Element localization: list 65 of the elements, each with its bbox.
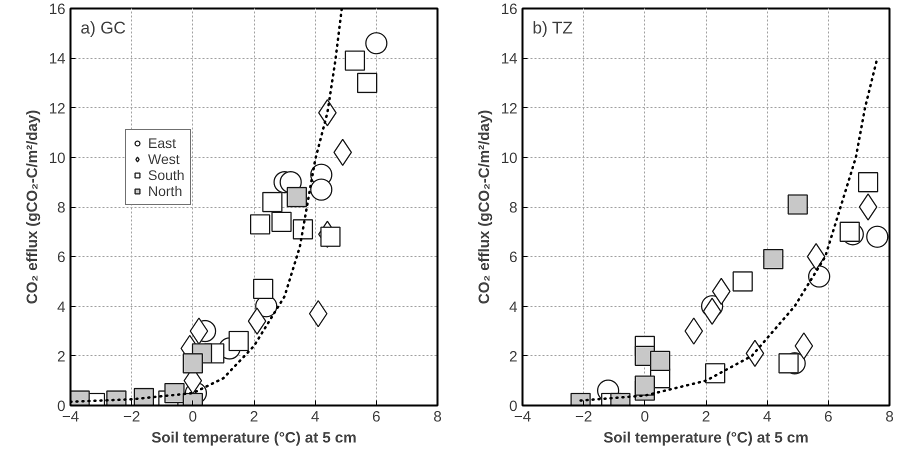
x-axis-title: Soil temperature (°C) at 5 cm	[603, 430, 809, 446]
point	[634, 376, 655, 396]
point	[253, 278, 274, 300]
y-tick-label: 16	[500, 1, 518, 18]
point	[650, 350, 670, 371]
point	[292, 219, 314, 240]
x-tick-label: 2	[702, 408, 710, 426]
x-tick-label: 8	[885, 408, 894, 426]
point	[310, 178, 332, 201]
point	[858, 172, 878, 192]
point	[344, 50, 366, 71]
y-tick-label: 14	[500, 50, 518, 68]
y-tick-label: 16	[48, 1, 66, 18]
y-tick-label: 2	[509, 348, 518, 366]
point	[250, 214, 270, 235]
x-tick-label: 4	[762, 408, 772, 426]
y-axis-title: CO₂ efflux (gCO₂-C/m²/day)	[476, 110, 493, 304]
annotation: b) TZ	[532, 18, 573, 38]
point	[866, 226, 888, 248]
y-tick-label: 4	[509, 298, 518, 316]
point	[788, 194, 808, 215]
point	[365, 32, 388, 54]
y-tick-label: 6	[509, 249, 518, 266]
point	[705, 363, 726, 384]
y-tick-label: 8	[509, 200, 518, 216]
legend-label: North	[148, 183, 182, 199]
y-tick-label: 6	[57, 249, 66, 266]
legend-label: East	[148, 135, 176, 151]
point	[808, 265, 830, 288]
point	[262, 192, 282, 212]
x-tick-label: 2	[250, 408, 258, 426]
legend-label: South	[148, 167, 185, 183]
x-tick-label: 4	[310, 408, 320, 426]
x-tick-label: 0	[640, 408, 650, 426]
y-tick-label: 2	[57, 348, 66, 366]
x-tick-label: 6	[824, 408, 833, 426]
y-tick-label: 8	[57, 200, 66, 216]
legend-label: West	[148, 151, 180, 167]
x-tick-label: 8	[433, 408, 442, 426]
point	[763, 248, 784, 270]
y-axis-title: CO₂ efflux (gCO₂-C/m²/day)	[24, 110, 41, 304]
x-axis-title: Soil temperature (°C) at 5 cm	[151, 430, 357, 446]
x-tick-label: 6	[372, 408, 381, 426]
y-tick-label: 14	[48, 50, 66, 68]
y-tick-label: 0	[57, 398, 66, 415]
x-tick-label: −2	[575, 408, 592, 426]
point	[357, 72, 378, 94]
y-tick-label: 12	[48, 100, 66, 118]
annotation: a) GC	[80, 18, 126, 38]
y-tick-label: 10	[500, 150, 518, 167]
point	[778, 353, 799, 374]
y-tick-label: 10	[48, 150, 66, 167]
point	[182, 353, 203, 374]
x-tick-label: 0	[188, 408, 198, 426]
y-tick-label: 12	[500, 100, 518, 118]
y-tick-label: 0	[509, 398, 518, 415]
point	[840, 222, 860, 242]
point	[228, 330, 249, 352]
x-tick-label: −2	[123, 408, 140, 426]
point	[308, 300, 328, 328]
point	[732, 271, 753, 292]
point	[271, 212, 292, 232]
y-tick-label: 4	[57, 298, 66, 316]
point	[320, 226, 341, 247]
point	[286, 186, 307, 208]
